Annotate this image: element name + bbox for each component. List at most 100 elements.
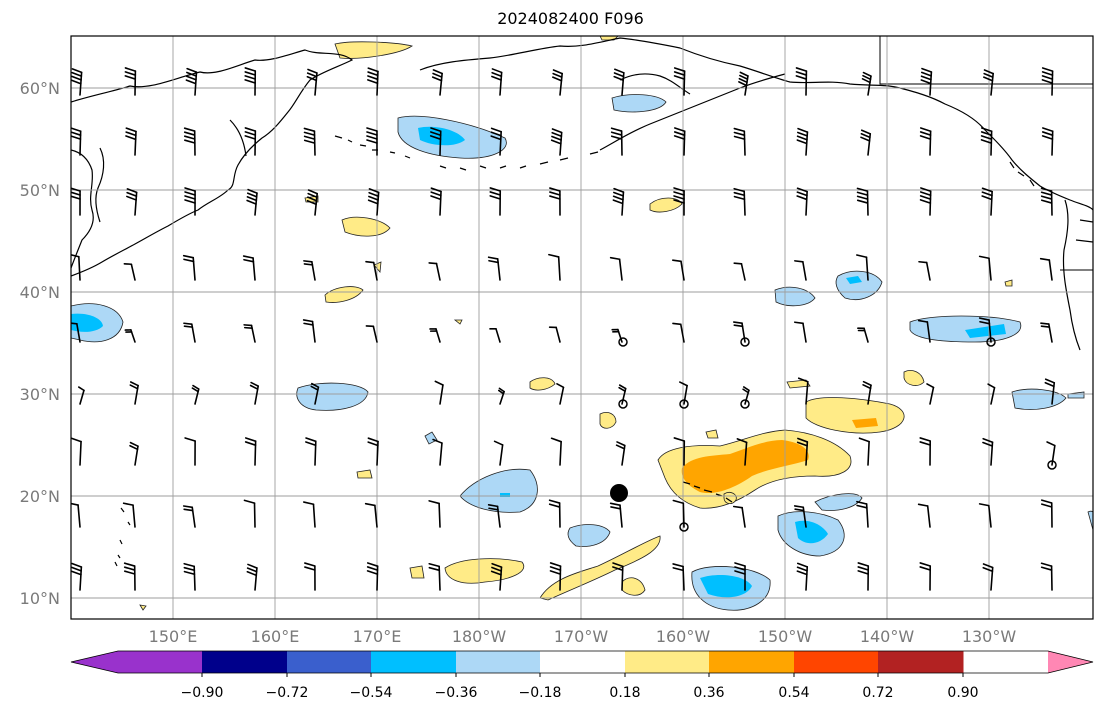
- wind-barb-feather: [487, 504, 499, 508]
- wind-barb-feather: [982, 437, 994, 444]
- wind-barb-feather: [1040, 322, 1050, 325]
- wind-barb-feather: [306, 72, 318, 78]
- wind-barb-feather: [672, 567, 685, 572]
- wind-barb-feather: [797, 377, 809, 383]
- wind-barb-feather: [742, 388, 750, 394]
- wind-barb-feather: [71, 322, 78, 325]
- wind-barb-feather: [1042, 127, 1054, 133]
- wind-barb-feather: [551, 128, 563, 134]
- lon-label: 160°W: [656, 627, 711, 646]
- wind-barb-feather: [673, 75, 686, 80]
- wind-barb-feather: [552, 69, 563, 75]
- wind-barb-feather: [610, 506, 622, 510]
- wind-barb-feather: [247, 563, 258, 569]
- wind-barb-feather: [673, 71, 686, 76]
- wind-barb-shaft: [744, 441, 748, 466]
- wind-barb-feather: [183, 127, 196, 132]
- wind-barb-feather: [489, 191, 502, 196]
- wind-barb-feather: [125, 127, 137, 133]
- wind-barb-feather: [614, 68, 625, 74]
- colorbar: [70, 650, 1094, 677]
- wind-barb-feather: [1041, 135, 1054, 140]
- wind-barb-feather: [432, 72, 443, 78]
- wind-barb-feather: [742, 386, 750, 392]
- wind-barb-feather: [182, 254, 195, 259]
- wind-barb-feather: [610, 135, 623, 140]
- wind-barb-feather: [862, 74, 872, 81]
- wind-barb-feather: [549, 191, 561, 196]
- wind-barb-feather: [71, 195, 81, 200]
- wind-barb-feather: [124, 75, 137, 80]
- wind-barb-feather: [428, 566, 441, 572]
- wind-barb-feather: [862, 71, 872, 77]
- wind-barb-feather: [430, 131, 442, 137]
- wind-barb-feather: [609, 502, 621, 506]
- wind-barb-feather: [368, 191, 380, 197]
- wind-barb-feather: [919, 566, 931, 571]
- wind-barb-feather: [191, 387, 199, 393]
- wind-barb-feather: [302, 319, 314, 323]
- wind-barb-feather: [732, 505, 743, 509]
- wind-barb-feather: [673, 437, 686, 442]
- wind-barb-feather: [739, 74, 749, 80]
- wind-barb-shaft: [435, 262, 441, 281]
- wind-barb-feather: [981, 191, 993, 197]
- wind-barb-feather: [244, 127, 257, 132]
- colorbar-tick-label: 0.72: [862, 685, 893, 701]
- wind-barb-feather: [490, 127, 502, 133]
- wind-barb-feather: [303, 127, 316, 132]
- wind-barb-feather: [367, 199, 379, 205]
- wind-barb-feather: [487, 256, 499, 260]
- wind-barb-feather: [612, 566, 624, 572]
- wind-barb-shaft: [926, 505, 931, 528]
- wind-barb-feather: [1041, 131, 1054, 136]
- wind-barb-feather: [185, 79, 197, 85]
- wind-barb-feather: [736, 438, 748, 444]
- lat-label: 30°N: [20, 385, 60, 404]
- wind-barb-feather: [857, 570, 869, 575]
- wind-barb-feather: [368, 188, 380, 194]
- wind-barb-feather: [249, 384, 259, 390]
- coastlines: [71, 37, 1093, 567]
- wind-barb-feather: [1040, 195, 1053, 200]
- wind-barb-shaft: [79, 440, 82, 466]
- colorbar-tick-label: 0.90: [947, 685, 978, 701]
- wind-barb-feather: [493, 440, 504, 446]
- wind-barb-feather: [244, 79, 256, 84]
- wind-barb-feather: [612, 195, 624, 201]
- wind-barb-feather: [242, 255, 254, 259]
- wind-barb-feather: [1040, 503, 1053, 508]
- wind-barb-feather: [551, 131, 563, 138]
- wind-barb-feather: [183, 566, 196, 572]
- wind-barb-shaft: [741, 506, 746, 528]
- wind-barb-feather: [920, 79, 932, 85]
- wind-barb-shaft: [802, 261, 807, 281]
- wind-barb-shaft: [79, 389, 85, 405]
- wind-barb-feather: [1040, 199, 1053, 204]
- colorbar-tick-labels: −0.90 −0.72 −0.54 −0.36 −0.18 0.18 0.36 …: [181, 685, 979, 701]
- wind-barb-feather: [797, 437, 809, 443]
- wind-barb-feather: [739, 71, 749, 77]
- wind-barb-feather: [795, 71, 808, 76]
- wind-barb-feather: [366, 127, 378, 132]
- wind-barb-feather: [672, 259, 682, 263]
- colorbar-tick-label: 0.54: [778, 685, 809, 701]
- wind-barb-feather: [243, 324, 253, 327]
- storm-position-marker: [610, 484, 628, 502]
- colorbar-tick-label: 0.36: [693, 685, 724, 701]
- wind-barb-feather: [428, 262, 438, 265]
- wind-barb-feather: [610, 127, 623, 132]
- wind-barb-feather: [122, 502, 134, 506]
- wind-barb-feather: [246, 570, 258, 577]
- wind-barb-feather: [71, 437, 82, 443]
- wind-barb-feather: [246, 199, 257, 205]
- wind-barb-shaft: [679, 323, 685, 343]
- wind-barb-feather: [613, 72, 625, 78]
- wind-barb-feather: [733, 191, 746, 197]
- wind-barb-feather: [548, 503, 561, 508]
- wind-barb-feather: [980, 131, 993, 136]
- wind-barb-feather: [796, 441, 808, 447]
- wind-barb-feather: [856, 191, 869, 196]
- wind-barb-feather: [674, 127, 686, 133]
- wind-barbs: [71, 67, 1056, 591]
